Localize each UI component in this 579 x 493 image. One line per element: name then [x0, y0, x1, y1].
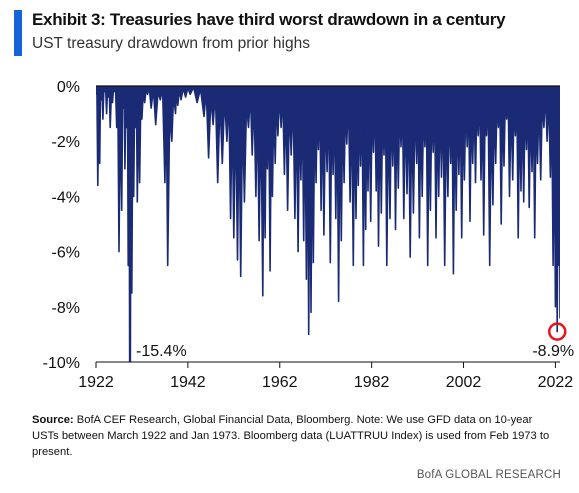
x-tick-label: 1982 [354, 374, 390, 391]
source-text: BofA CEF Research, Global Financial Data… [32, 414, 550, 458]
title-accent-bar [14, 10, 22, 56]
series-layer [96, 86, 560, 362]
chart-subtitle: UST treasury drawdown from prior highs [32, 35, 310, 52]
y-tick-label: -10% [43, 355, 80, 372]
drawdown-chart: 0% -2% -4% -6% -8% -10% 1922 1942 1962 1982 2002 20… [43, 79, 575, 391]
y-tick-label: -2% [52, 134, 80, 151]
annotation-2022-low: -8.9% [532, 343, 574, 360]
y-tick-label: -6% [52, 245, 80, 262]
y-tick-label: -4% [52, 189, 80, 206]
series-area-0 [96, 86, 560, 362]
x-tick-label: 2022 [538, 374, 574, 391]
y-tick-label: -8% [52, 300, 80, 317]
source-label: Source: [32, 414, 74, 426]
annotation-layer: -15.4% -8.9% [136, 322, 574, 360]
axis-layer: 0% -2% -4% -6% -8% -10% 1922 1942 1962 1982 2002 20… [43, 79, 574, 391]
chart-title: Exhibit 3: Treasuries have third worst d… [32, 10, 506, 29]
x-tick-label: 1922 [78, 374, 114, 391]
source-note: Source: BofA CEF Research, Global Financ… [32, 412, 562, 460]
highlight-circle-2022 [547, 322, 567, 341]
x-tick-label: 2002 [446, 374, 482, 391]
annotation-1929-low: -15.4% [136, 343, 187, 360]
x-tick-label: 1942 [170, 374, 206, 391]
y-tick-label: 0% [57, 79, 80, 96]
x-tick-label: 1962 [262, 374, 298, 391]
research-credit: BofA GLOBAL RESEARCH [416, 469, 561, 481]
